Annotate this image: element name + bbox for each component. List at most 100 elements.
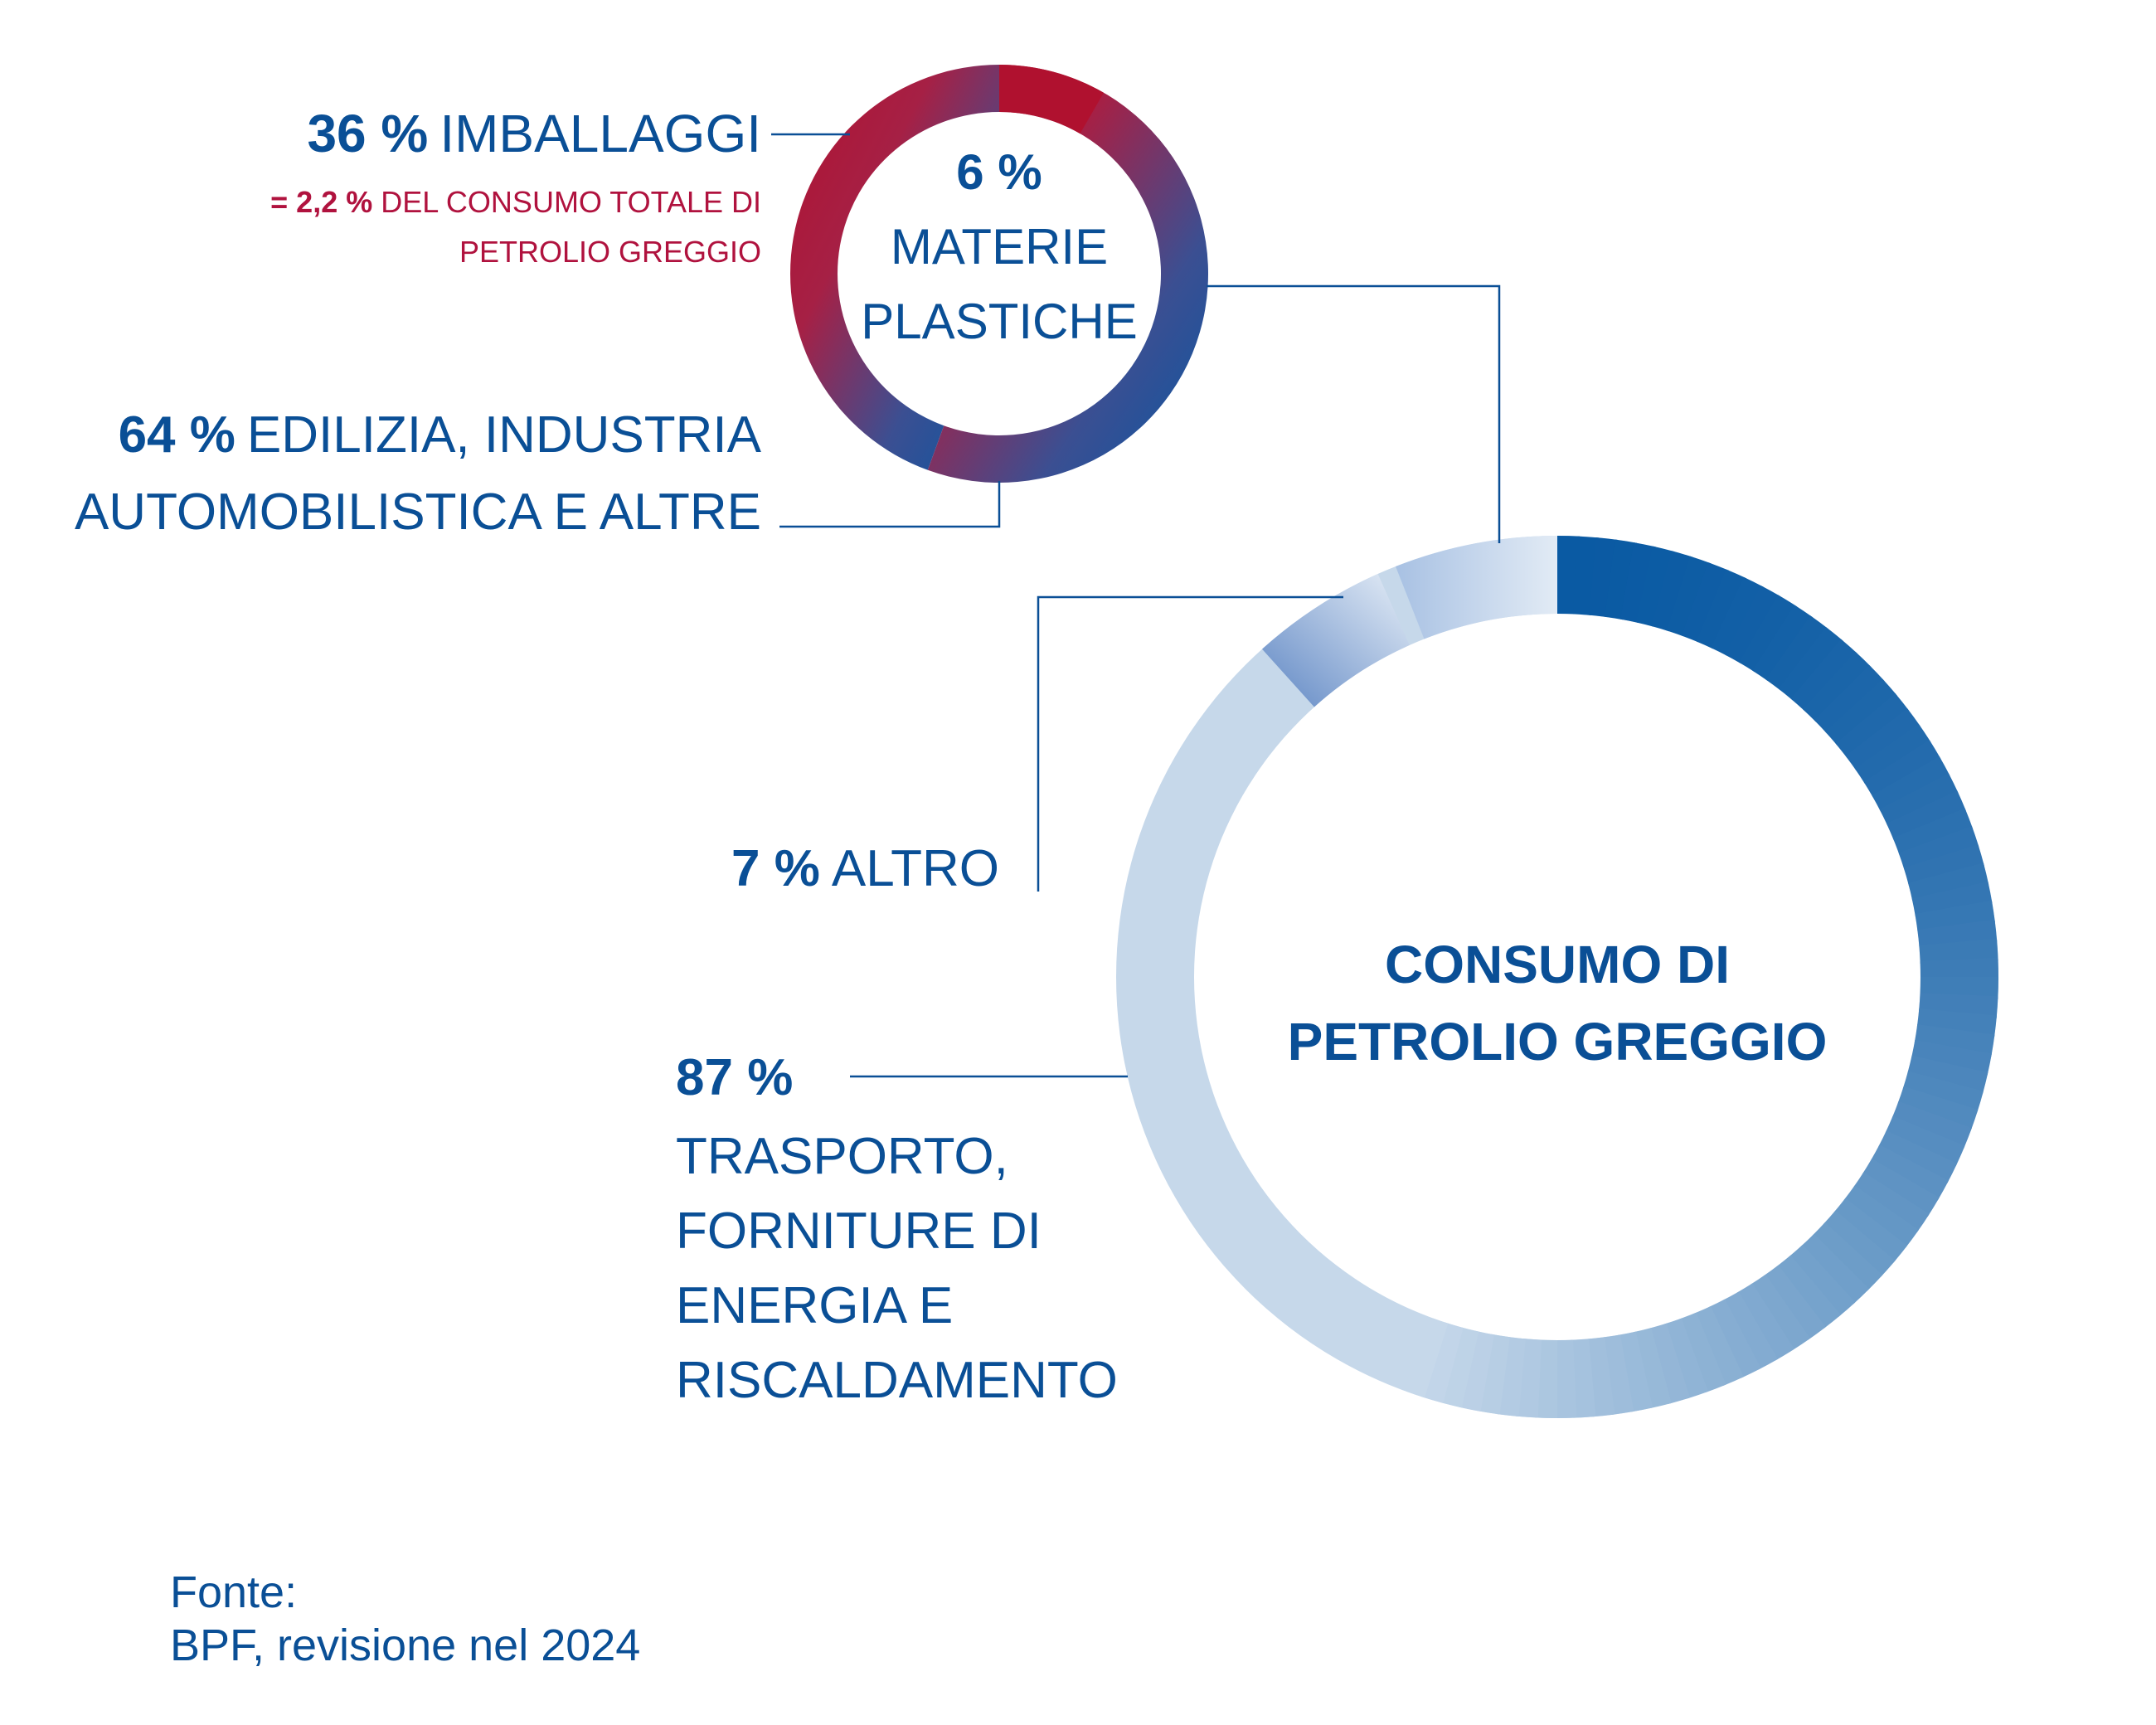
slice-materie-plastiche-step (1907, 1055, 1988, 1095)
slice-materie-plastiche-step (1750, 1274, 1811, 1351)
small-ring-title-line2: PLASTICHE (861, 294, 1137, 349)
slice-materie-plastiche-step (1736, 1283, 1794, 1361)
slice-materie-plastiche-step (1891, 1101, 1972, 1149)
small-ring-title-pct: 6 % (956, 144, 1042, 200)
label-edilizia-text1: EDILIZIA, INDUSTRIA (247, 406, 762, 464)
slice-materie-plastiche-step (1663, 1318, 1708, 1399)
big-ring-title-line1: CONSUMO DI (1385, 935, 1730, 994)
slice-materie-plastiche-step (1920, 957, 1999, 980)
slice-materie-plastiche-step (1872, 756, 1950, 812)
slice-materie-plastiche-step (1618, 1331, 1653, 1412)
slice-materie-plastiche-step (1802, 651, 1872, 722)
slice-materie-plastiche-step (1863, 740, 1941, 798)
label-trasporto-line4: RISCALDAMENTO (676, 1352, 1118, 1409)
slice-materie-plastiche-step (1496, 1336, 1526, 1416)
slice-materie-plastiche-step (1814, 664, 1885, 734)
small-ring-title-line1: MATERIE (891, 219, 1108, 275)
slice-materie-plastiche-step (1886, 790, 1966, 841)
source-note: Fonte: BPF, revisione nel 2024 (170, 1566, 640, 1672)
slice-materie-plastiche-step (1711, 576, 1764, 656)
label-altro-pct: 7 % (731, 840, 820, 897)
slice-materie-plastiche-step (1696, 569, 1747, 649)
slice-materie-plastiche-step (1651, 551, 1693, 632)
slice-materie-plastiche-step (1908, 862, 1989, 901)
label-trasporto-line3: ENERGIA E (676, 1277, 953, 1334)
slice-materie-plastiche-step (1898, 826, 1979, 871)
slice-materie-plastiche-step (1459, 1330, 1494, 1412)
slice-materie-plastiche-step (1477, 1334, 1510, 1415)
big-ring-title-line2: PETROLIO GREGGIO (1288, 1012, 1828, 1071)
label-edilizia: 64 % EDILIZIA, INDUSTRIA AUTOMOBILISTICA … (75, 406, 762, 541)
label-imballaggi-note: = 2,2 % DEL CONSUMO TOTALE DI (270, 185, 761, 219)
slice-materie-plastiche-step (1885, 1115, 1965, 1167)
label-altro: 7 % ALTRO (731, 840, 999, 897)
label-trasporto-line2: FORNITURE DI (676, 1203, 1042, 1260)
label-imballaggi-pct: 36 % (307, 104, 428, 163)
slice-materie-plastiche-step (1649, 1323, 1690, 1404)
slice-materie-plastiche-step (1776, 1255, 1841, 1329)
slice-materie-plastiche-light (1396, 536, 1557, 639)
slice-materie-plastiche-step (1914, 1024, 1995, 1057)
slice-materie-plastiche-step (1870, 1144, 1949, 1201)
source-label: Fonte: (170, 1567, 298, 1617)
label-imballaggi-text: IMBALLAGGI (439, 104, 761, 163)
slice-materie-plastiche-step (1845, 708, 1920, 771)
small-ring (790, 65, 1209, 483)
slice-materie-plastiche-step (1835, 693, 1910, 758)
big-ring-center-label: CONSUMO DI PETROLIO GREGGIO (1288, 935, 1828, 1071)
slice-materie-plastiche-step (1620, 542, 1656, 624)
source-text: BPF, revisione nel 2024 (170, 1621, 641, 1670)
slice-materie-plastiche-step (1722, 1291, 1778, 1370)
slice-materie-plastiche-step (1854, 723, 1931, 785)
slice-materie-plastiche-step (1911, 881, 1993, 916)
leader-lines (771, 133, 1501, 1078)
slice-materie-plastiche-step (1763, 1265, 1826, 1340)
label-edilizia-line1: 64 % EDILIZIA, INDUSTRIA (119, 406, 762, 464)
slice-materie-plastiche-step (1406, 1318, 1449, 1398)
slice-materie-plastiche-step (1440, 1327, 1479, 1408)
slice-imballaggi (790, 65, 999, 470)
slice-materie-plastiche-step (1633, 1328, 1672, 1409)
slice-materie-plastiche-step (1879, 773, 1959, 826)
label-imballaggi-main: 36 % IMBALLAGGI (307, 104, 761, 163)
slice-materie-plastiche-step (1800, 1233, 1870, 1305)
label-edilizia-pct: 64 % (119, 406, 236, 464)
slice-altro (1262, 573, 1410, 707)
slice-materie-plastiche-step (1765, 615, 1828, 691)
label-trasporto-line1: TRASPORTO, (676, 1128, 1008, 1185)
slice-materie-plastiche-step (1902, 1071, 1984, 1113)
slice-materie-plastiche-step (1739, 595, 1797, 673)
slice-materie-plastiche-step (1824, 678, 1897, 746)
leader-materie-plastiche (1207, 284, 1501, 543)
label-imballaggi-note-pct: = 2,2 % (270, 185, 372, 219)
slice-materie-plastiche-step (1708, 1299, 1761, 1378)
leader-edilizia (779, 481, 1001, 528)
label-trasporto-pct: 87 % (676, 1049, 793, 1106)
slice-materie-plastiche-step (1790, 639, 1858, 712)
slice-materie-plastiche-step (1693, 1305, 1744, 1386)
slice-materie-plastiche-step (1635, 546, 1675, 627)
slice-imballaggi-highlight (999, 65, 1104, 134)
label-imballaggi-note-line1: DEL CONSUMO TOTALE DI (381, 185, 761, 219)
slice-materie-plastiche-step (1554, 1339, 1577, 1419)
leader-altro (1037, 595, 1343, 892)
label-altro-text: ALTRO (832, 840, 999, 897)
slice-materie-plastiche-step (1778, 626, 1843, 701)
slice-materie-plastiche-step (1752, 605, 1814, 681)
slice-materie-plastiche-step (1892, 808, 1974, 856)
slice-materie-plastiche-group (1406, 536, 1999, 1419)
slice-materie-plastiche-step (1903, 844, 1984, 886)
label-altro-line: 7 % ALTRO (731, 840, 999, 897)
slice-materie-plastiche-step (1421, 1322, 1464, 1403)
slice-materie-plastiche-step (1681, 562, 1730, 643)
label-trasporto: 87 % TRASPORTO, FORNITURE DI ENERGIA E R… (676, 1049, 1118, 1409)
slice-materie-plastiche-step (1605, 539, 1638, 620)
slice-materie-plastiche-step (1862, 1159, 1940, 1217)
small-ring-center-label: 6 % MATERIE PLASTICHE (861, 144, 1137, 349)
slice-edilizia (927, 65, 1209, 483)
slice-materie-plastiche-step (1725, 586, 1781, 664)
slice-materie-plastiche-step (1571, 1339, 1596, 1418)
slice-materie-plastiche-step (1843, 1185, 1919, 1248)
label-edilizia-line2: AUTOMOBILISTICA E ALTRE (75, 483, 761, 541)
